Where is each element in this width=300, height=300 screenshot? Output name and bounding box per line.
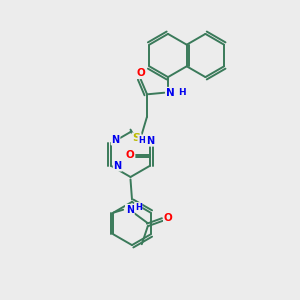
- Text: H: H: [178, 88, 185, 97]
- Text: N: N: [112, 135, 120, 145]
- Text: S: S: [133, 133, 140, 143]
- Text: O: O: [164, 213, 172, 223]
- Text: N: N: [114, 161, 122, 171]
- Text: N: N: [166, 88, 175, 98]
- Text: N: N: [146, 136, 154, 146]
- Text: H: H: [138, 136, 145, 145]
- Text: O: O: [136, 68, 145, 78]
- Text: H: H: [135, 203, 142, 212]
- Text: O: O: [125, 149, 134, 160]
- Text: N: N: [126, 205, 134, 215]
